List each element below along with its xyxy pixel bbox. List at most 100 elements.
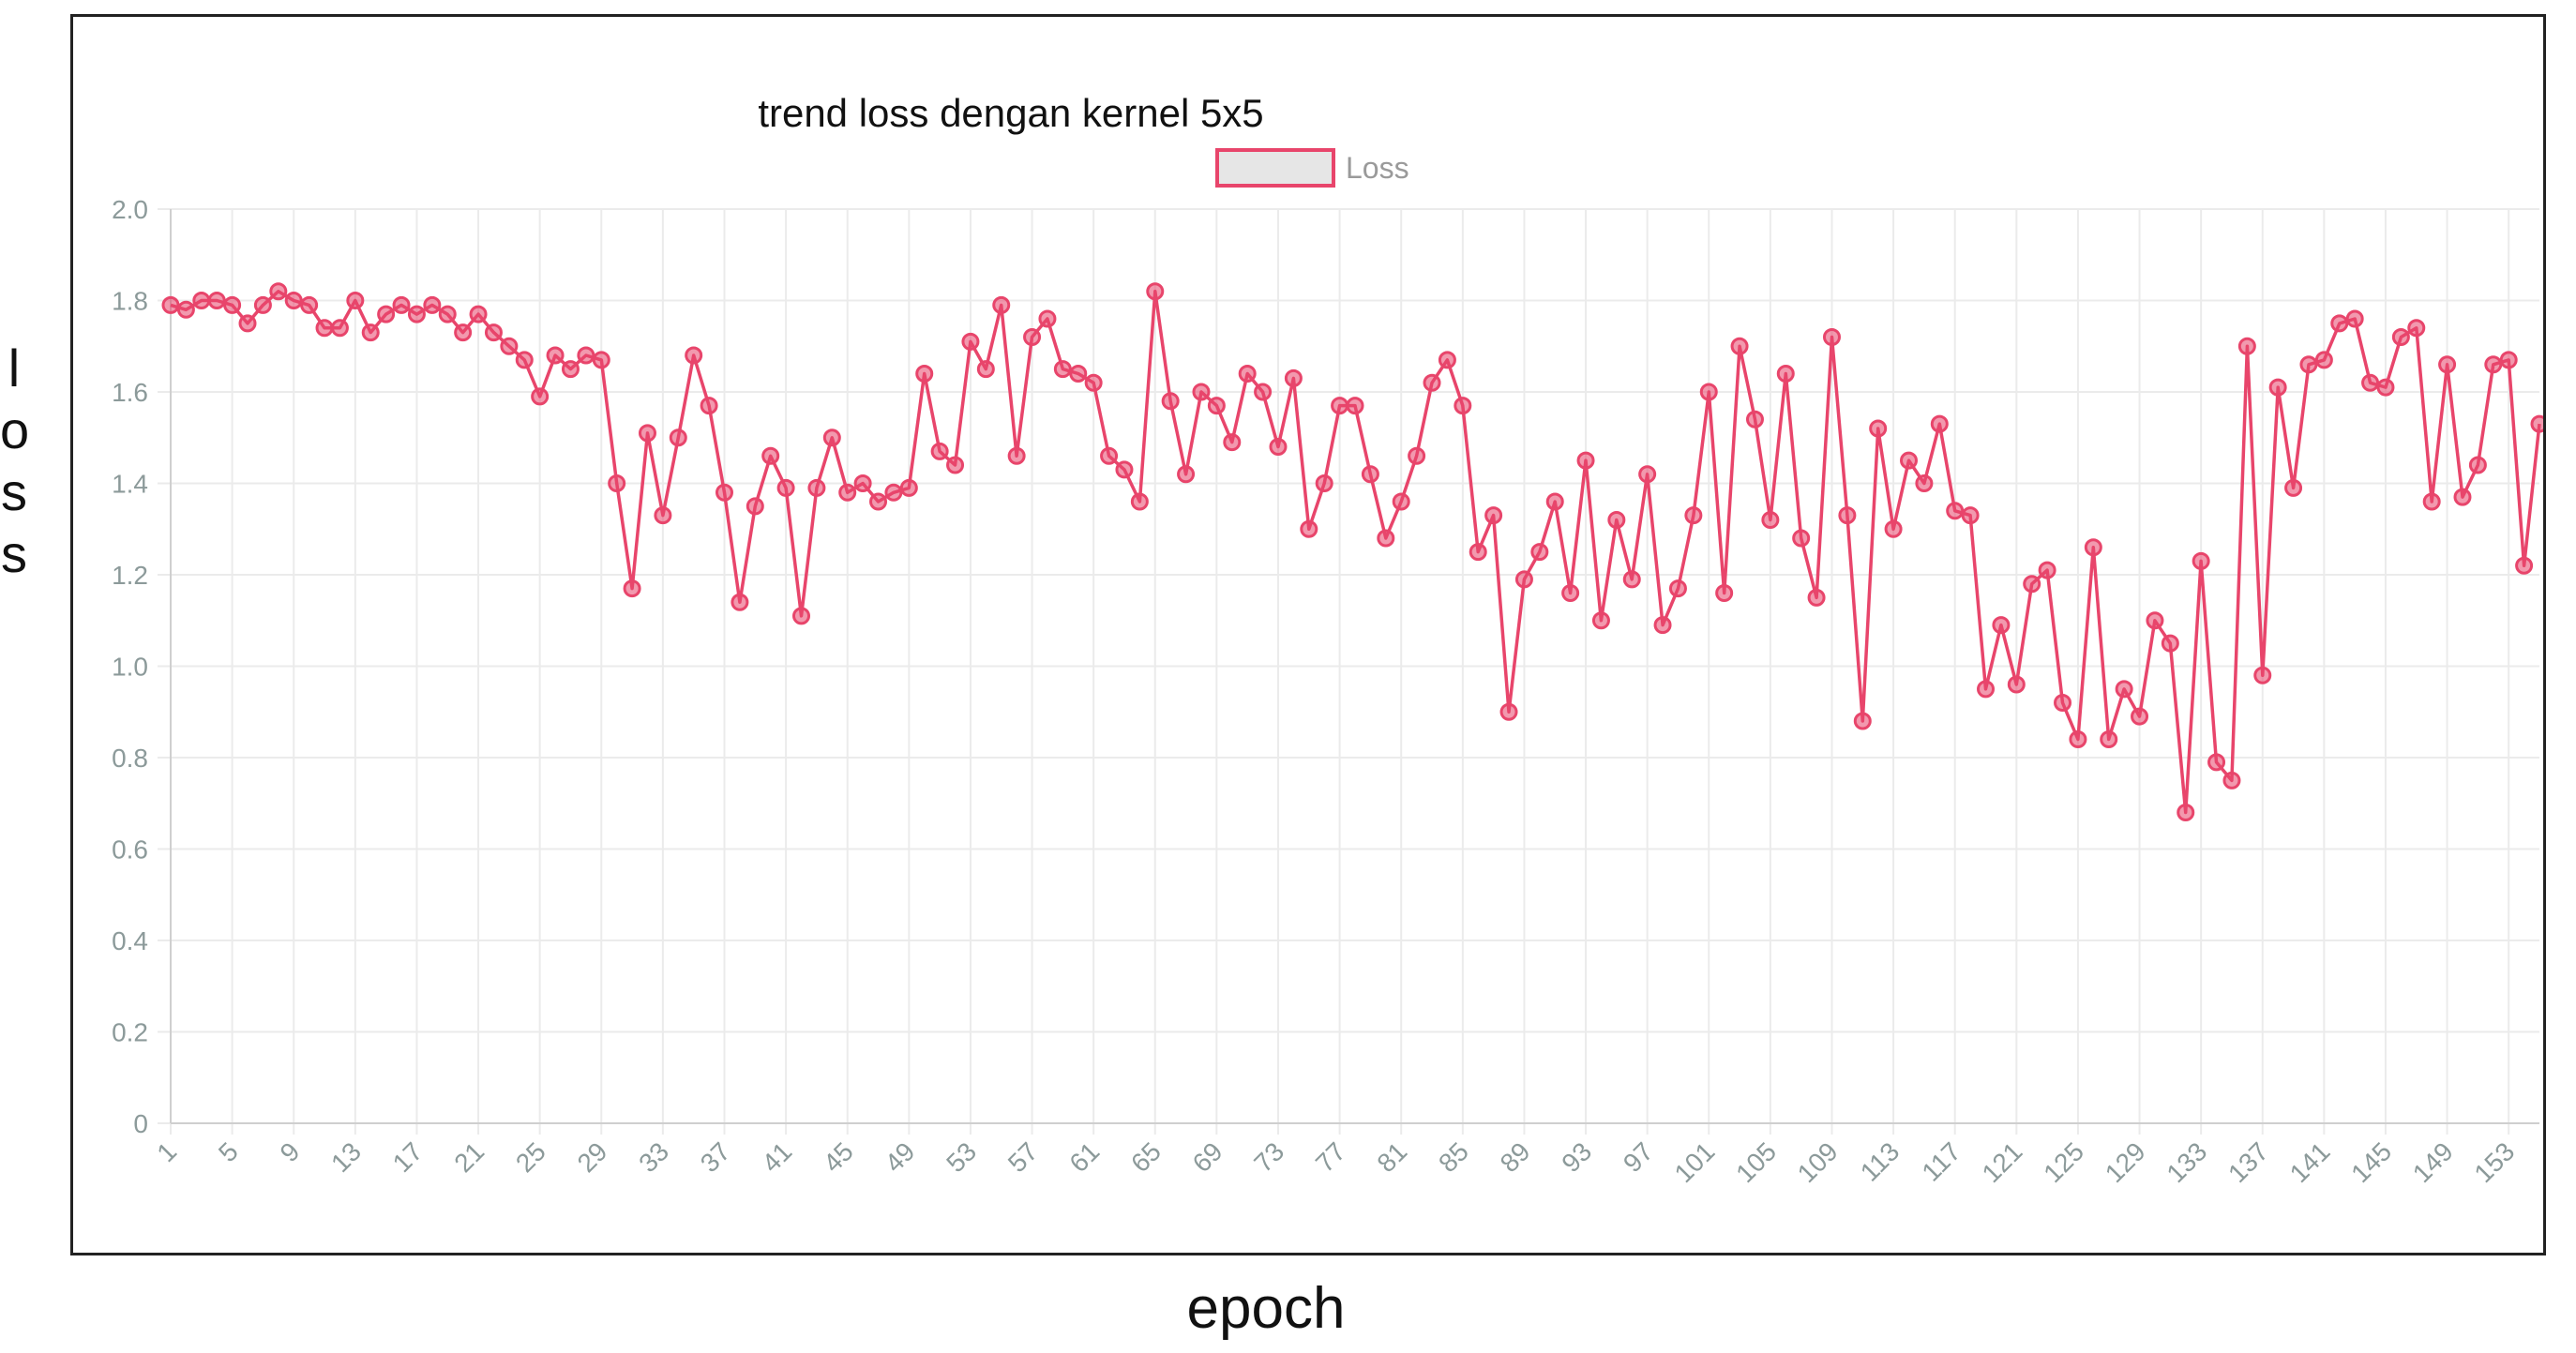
data-point[interactable]	[1377, 529, 1395, 548]
data-point[interactable]	[1408, 446, 1426, 465]
data-point[interactable]	[2023, 575, 2041, 594]
data-point[interactable]	[300, 295, 319, 314]
data-point[interactable]	[207, 292, 226, 309]
data-point[interactable]	[223, 295, 242, 314]
data-point[interactable]	[1699, 383, 1718, 401]
data-point[interactable]	[1607, 511, 1626, 529]
data-point[interactable]	[361, 323, 380, 342]
data-point[interactable]	[2314, 351, 2333, 369]
data-point[interactable]	[192, 292, 211, 309]
data-point[interactable]	[654, 506, 672, 525]
data-point[interactable]	[1761, 511, 1780, 529]
data-point[interactable]	[731, 593, 749, 611]
data-point[interactable]	[2468, 456, 2487, 474]
data-point[interactable]	[1100, 446, 1119, 465]
data-point[interactable]	[1269, 438, 1288, 456]
data-point[interactable]	[2453, 488, 2472, 506]
data-point[interactable]	[377, 305, 396, 323]
data-point[interactable]	[2530, 414, 2543, 433]
data-point[interactable]	[1899, 451, 1918, 470]
data-point[interactable]	[1423, 373, 1441, 392]
data-point[interactable]	[899, 478, 918, 497]
data-point[interactable]	[915, 365, 934, 383]
data-point[interactable]	[2131, 707, 2149, 726]
data-point[interactable]	[392, 295, 411, 314]
data-point[interactable]	[1653, 616, 1672, 635]
data-point[interactable]	[500, 337, 519, 355]
data-point[interactable]	[1284, 368, 1303, 387]
data-point[interactable]	[2284, 478, 2303, 497]
data-point[interactable]	[2007, 675, 2026, 694]
data-point[interactable]	[330, 319, 349, 338]
data-point[interactable]	[1238, 365, 1257, 383]
data-point[interactable]	[1177, 465, 1196, 484]
data-point[interactable]	[1591, 611, 1610, 630]
data-point[interactable]	[976, 360, 995, 379]
data-point[interactable]	[2069, 730, 2087, 748]
data-point[interactable]	[346, 292, 365, 309]
data-point[interactable]	[454, 323, 473, 342]
data-point[interactable]	[2146, 611, 2164, 630]
data-point[interactable]	[2484, 355, 2503, 374]
data-point[interactable]	[1884, 519, 1903, 538]
data-point[interactable]	[1776, 365, 1795, 383]
data-point[interactable]	[608, 474, 626, 492]
data-point[interactable]	[2100, 730, 2118, 748]
data-point[interactable]	[715, 483, 733, 502]
data-point[interactable]	[2407, 319, 2426, 338]
data-point[interactable]	[1499, 702, 1518, 721]
data-point[interactable]	[1930, 414, 1949, 433]
data-point[interactable]	[1730, 337, 1749, 355]
data-point[interactable]	[1853, 712, 1872, 730]
data-point[interactable]	[1838, 506, 1857, 525]
data-point[interactable]	[315, 319, 334, 338]
data-point[interactable]	[1038, 309, 1057, 328]
data-point[interactable]	[546, 346, 565, 365]
data-point[interactable]	[2268, 378, 2287, 397]
data-point[interactable]	[776, 478, 795, 497]
data-point[interactable]	[1053, 360, 1072, 379]
data-point[interactable]	[1792, 529, 1811, 548]
data-point[interactable]	[700, 397, 718, 415]
data-point[interactable]	[2361, 373, 2380, 392]
data-point[interactable]	[1638, 465, 1657, 484]
data-point[interactable]	[2330, 314, 2349, 333]
data-point[interactable]	[838, 483, 857, 502]
data-point[interactable]	[1300, 519, 1318, 538]
data-point[interactable]	[1161, 392, 1180, 411]
data-point[interactable]	[1146, 282, 1165, 301]
data-point[interactable]	[746, 497, 764, 516]
data-point[interactable]	[2422, 492, 2441, 511]
data-point[interactable]	[869, 492, 888, 511]
data-point[interactable]	[792, 607, 811, 625]
data-point[interactable]	[1561, 584, 1580, 602]
data-point[interactable]	[253, 295, 272, 314]
data-point[interactable]	[884, 483, 903, 502]
data-point[interactable]	[685, 346, 703, 365]
data-point[interactable]	[961, 332, 980, 351]
data-point[interactable]	[1223, 433, 1242, 452]
data-point[interactable]	[2207, 753, 2226, 772]
data-point[interactable]	[1745, 410, 1764, 428]
data-point[interactable]	[1684, 506, 1703, 525]
data-point[interactable]	[592, 351, 610, 369]
data-point[interactable]	[1992, 616, 2011, 635]
data-point[interactable]	[2192, 551, 2210, 570]
data-point[interactable]	[2499, 351, 2518, 369]
data-point[interactable]	[992, 295, 1011, 314]
data-point[interactable]	[761, 446, 780, 465]
data-point[interactable]	[1915, 474, 1934, 492]
data-point[interactable]	[1254, 383, 1273, 401]
data-point[interactable]	[1822, 328, 1841, 346]
data-point[interactable]	[1315, 474, 1333, 492]
data-point[interactable]	[2253, 666, 2272, 684]
data-point[interactable]	[1807, 588, 1826, 607]
data-point[interactable]	[2376, 378, 2395, 397]
data-point[interactable]	[284, 292, 303, 309]
data-point[interactable]	[623, 579, 641, 598]
data-point[interactable]	[469, 305, 488, 323]
data-point[interactable]	[438, 305, 457, 323]
data-point[interactable]	[1392, 492, 1410, 511]
data-point[interactable]	[946, 456, 965, 474]
data-point[interactable]	[577, 346, 595, 365]
